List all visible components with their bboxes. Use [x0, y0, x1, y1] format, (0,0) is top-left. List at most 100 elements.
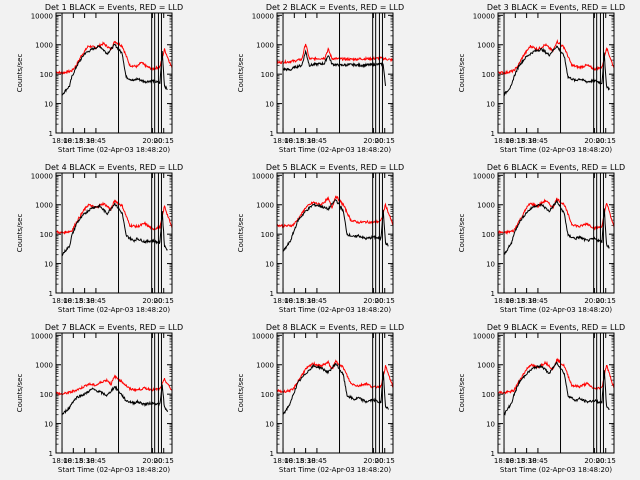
- x-tick-label: 18:30: [75, 457, 95, 465]
- x-axis-label: Start Time (02-Apr-03 18:48:20): [58, 306, 170, 314]
- x-tick-label: 18:15: [505, 297, 525, 305]
- lld-series-line: [277, 195, 393, 229]
- y-tick-label: 1000: [477, 202, 495, 210]
- y-tick-label: 1: [491, 290, 495, 298]
- x-axis-label: Start Time (02-Apr-03 18:48:20): [279, 146, 391, 154]
- x-tick-label: 18:00: [494, 137, 514, 145]
- plot-frame: [55, 172, 173, 294]
- y-axis-label: Counts/sec: [16, 214, 24, 253]
- y-tick-label: 100: [482, 391, 495, 399]
- x-axis-label: Start Time (02-Apr-03 18:48:20): [58, 466, 170, 474]
- panel-title: Det 9 BLACK = Events, RED = LLD: [487, 323, 625, 332]
- events-series-line: [282, 49, 386, 86]
- y-axis-label: Counts/sec: [16, 374, 24, 413]
- x-tick-label: 18:30: [517, 457, 537, 465]
- x-tick-label: 18:00: [52, 137, 72, 145]
- x-tick-label: 18:15: [63, 297, 83, 305]
- y-tick-label: 10: [265, 101, 274, 109]
- x-tick-label: 20:00: [142, 297, 162, 305]
- y-tick-label: 1: [49, 130, 53, 138]
- x-tick-label: 18:15: [505, 457, 525, 465]
- x-tick-label: 20:00: [363, 297, 383, 305]
- y-tick-label: 10000: [31, 172, 53, 180]
- x-axis-label: Start Time (02-Apr-03 18:48:20): [58, 146, 170, 154]
- y-tick-label: 100: [261, 231, 274, 239]
- y-tick-label: 10000: [252, 12, 274, 20]
- y-tick-label: 100: [40, 71, 53, 79]
- y-tick-label: 1: [270, 130, 274, 138]
- x-tick-label: 18:00: [494, 297, 514, 305]
- x-tick-label: 20:00: [584, 297, 604, 305]
- panel-det-3: Det 3 BLACK = Events, RED = LLD Counts/se…: [458, 3, 625, 154]
- events-series-line: [503, 45, 610, 97]
- x-tick-label: 18:30: [75, 137, 95, 145]
- y-tick-label: 1000: [35, 42, 53, 50]
- x-tick-label: 18:30: [75, 297, 95, 305]
- y-tick-label: 1000: [35, 202, 53, 210]
- panel-title: Det 2 BLACK = Events, RED = LLD: [266, 3, 404, 12]
- y-tick-label: 100: [261, 71, 274, 79]
- plot-area: [498, 173, 614, 293]
- y-tick-label: 10000: [473, 332, 495, 340]
- events-series-line: [503, 361, 610, 416]
- x-axis-label: Start Time (02-Apr-03 18:48:20): [500, 146, 612, 154]
- plot-frame: [497, 12, 615, 134]
- y-axis-label: Counts/sec: [237, 374, 245, 413]
- events-series-line: [61, 43, 168, 96]
- panel-det-8: Det 8 BLACK = Events, RED = LLD Counts/se…: [237, 323, 404, 474]
- x-axis-label: Start Time (02-Apr-03 18:48:20): [500, 466, 612, 474]
- y-tick-label: 100: [482, 71, 495, 79]
- x-tick-label: 18:00: [52, 457, 72, 465]
- plot-frame: [276, 12, 394, 134]
- panel-title: Det 1 BLACK = Events, RED = LLD: [45, 3, 183, 12]
- plot-frame: [55, 12, 173, 134]
- x-tick-label: 18:30: [296, 137, 316, 145]
- y-tick-label: 1000: [256, 202, 274, 210]
- y-tick-label: 10: [44, 421, 53, 429]
- y-axis-label: Counts/sec: [458, 214, 466, 253]
- x-tick-label: 18:45: [307, 297, 327, 305]
- x-tick-label: 20:15: [154, 457, 174, 465]
- x-tick-label: 18:00: [52, 297, 72, 305]
- plot-frame: [497, 172, 615, 294]
- events-series-line: [61, 202, 168, 257]
- panel-det-7: Det 7 BLACK = Events, RED = LLD Counts/se…: [16, 323, 183, 474]
- y-tick-label: 10: [486, 421, 495, 429]
- y-tick-label: 1000: [256, 42, 274, 50]
- x-tick-label: 18:15: [63, 457, 83, 465]
- x-tick-label: 20:00: [584, 137, 604, 145]
- y-axis-label: Counts/sec: [458, 374, 466, 413]
- x-tick-label: 18:00: [273, 297, 293, 305]
- y-tick-label: 100: [40, 231, 53, 239]
- x-tick-label: 18:15: [284, 457, 304, 465]
- y-axis-label: Counts/sec: [237, 54, 245, 93]
- plot-area: [277, 173, 393, 293]
- y-tick-label: 1000: [256, 362, 274, 370]
- x-tick-label: 20:15: [154, 137, 174, 145]
- plot-area: [277, 333, 393, 453]
- plot-area: [56, 333, 172, 453]
- lld-series-line: [498, 197, 614, 235]
- x-tick-label: 20:00: [363, 457, 383, 465]
- events-series-line: [282, 362, 389, 416]
- plot-frame: [276, 332, 394, 454]
- y-tick-label: 1: [270, 450, 274, 458]
- y-tick-label: 10: [265, 421, 274, 429]
- x-tick-label: 20:15: [375, 297, 395, 305]
- plot-area: [277, 13, 393, 133]
- x-tick-label: 18:30: [296, 297, 316, 305]
- y-axis-label: Counts/sec: [16, 54, 24, 93]
- y-tick-label: 10: [44, 261, 53, 269]
- panel-title: Det 6 BLACK = Events, RED = LLD: [487, 163, 625, 172]
- y-tick-label: 1: [270, 290, 274, 298]
- y-tick-label: 1000: [35, 362, 53, 370]
- panel-det-5: Det 5 BLACK = Events, RED = LLD Counts/se…: [237, 163, 404, 314]
- panel-title: Det 4 BLACK = Events, RED = LLD: [45, 163, 183, 172]
- lld-series-line: [56, 374, 172, 397]
- y-tick-label: 1000: [477, 42, 495, 50]
- y-tick-label: 1: [491, 130, 495, 138]
- plot-area: [56, 13, 172, 133]
- y-tick-label: 1: [491, 450, 495, 458]
- plot-area: [498, 333, 614, 453]
